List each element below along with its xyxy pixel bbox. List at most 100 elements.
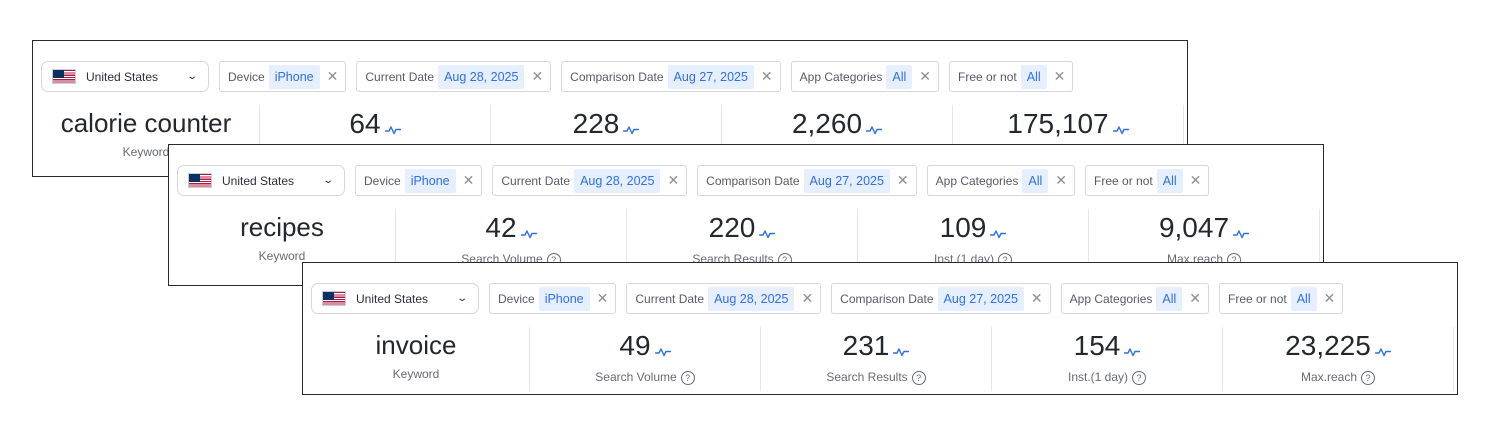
filter-value[interactable]: Aug 28, 2025: [574, 168, 661, 193]
metric-cell: 49 Search Volume?: [530, 327, 761, 391]
filter-value[interactable]: All: [1290, 286, 1317, 311]
filter-chip[interactable]: Device iPhone ✕: [355, 165, 483, 196]
filter-value[interactable]: All: [1022, 168, 1049, 193]
close-icon[interactable]: ✕: [1323, 290, 1336, 306]
metric-cell: 154 Inst.(1 day)?: [992, 327, 1223, 391]
close-icon[interactable]: ✕: [531, 68, 544, 84]
filter-chip[interactable]: Current Date Aug 28, 2025 ✕: [356, 61, 552, 92]
filter-label: App Categories: [935, 173, 1019, 188]
close-icon[interactable]: ✕: [462, 172, 475, 188]
metric-value-row: 42: [396, 212, 626, 246]
filter-chip[interactable]: Free or not All ✕: [1219, 283, 1344, 314]
sparkline-icon[interactable]: [759, 214, 776, 246]
country-select[interactable]: United States ⌄: [41, 61, 209, 92]
sparkline-icon[interactable]: [623, 110, 640, 142]
filter-value[interactable]: All: [1156, 286, 1183, 311]
close-icon[interactable]: ✕: [1053, 68, 1066, 84]
close-icon[interactable]: ✕: [1030, 290, 1043, 306]
filter-chip[interactable]: App Categories All ✕: [926, 165, 1076, 196]
metric-value-row: 175,107: [953, 108, 1183, 142]
sparkline-icon[interactable]: [520, 214, 537, 246]
country-name: United States: [86, 69, 159, 84]
filter-chip[interactable]: App Categories All ✕: [1060, 283, 1210, 314]
country-select[interactable]: United States ⌄: [311, 283, 479, 314]
close-icon[interactable]: ✕: [801, 290, 814, 306]
close-icon[interactable]: ✕: [596, 290, 609, 306]
sparkline-icon[interactable]: [384, 110, 401, 142]
filter-chip[interactable]: Current Date Aug 28, 2025 ✕: [626, 283, 822, 314]
filter-label: Current Date: [365, 69, 435, 84]
metric-label: Max.reach: [1300, 369, 1358, 384]
filter-value[interactable]: iPhone: [538, 286, 590, 311]
filter-label: Current Date: [501, 173, 571, 188]
filter-chip[interactable]: Free or not All ✕: [949, 61, 1074, 92]
close-icon[interactable]: ✕: [919, 68, 932, 84]
filter-chip[interactable]: App Categories All ✕: [790, 61, 940, 92]
filter-label: Free or not: [1228, 291, 1287, 306]
sparkline-icon[interactable]: [1112, 110, 1129, 142]
filter-value[interactable]: Aug 27, 2025: [667, 64, 754, 89]
filter-value[interactable]: Aug 28, 2025: [708, 286, 795, 311]
sparkline-icon[interactable]: [990, 214, 1007, 246]
filter-value[interactable]: All: [1020, 64, 1047, 89]
close-icon[interactable]: ✕: [1189, 172, 1202, 188]
close-icon[interactable]: ✕: [1189, 290, 1202, 306]
keyword-text: calorie counter: [60, 108, 232, 138]
filter-chip[interactable]: Comparison Date Aug 27, 2025 ✕: [831, 283, 1051, 314]
filter-label: Device: [498, 291, 535, 306]
filter-value[interactable]: iPhone: [268, 64, 320, 89]
metric-value: 228: [572, 108, 620, 139]
metric-value: 49: [619, 330, 651, 361]
metric-value-row: 154: [992, 330, 1222, 364]
filter-value[interactable]: All: [1156, 168, 1183, 193]
filter-chip[interactable]: Current Date Aug 28, 2025 ✕: [492, 165, 688, 196]
chevron-down-icon[interactable]: ⌄: [455, 293, 468, 304]
filter-value[interactable]: Aug 27, 2025: [803, 168, 890, 193]
metric-value: 23,225: [1285, 330, 1371, 361]
help-circle-icon[interactable]: ?: [1361, 370, 1376, 385]
metric-value: 154: [1073, 330, 1121, 361]
metric-value: 64: [349, 108, 381, 139]
metric-label-row: Search Volume?: [530, 370, 760, 385]
sparkline-icon[interactable]: [1374, 332, 1392, 364]
filter-chip[interactable]: Comparison Date Aug 27, 2025 ✕: [697, 165, 917, 196]
sparkline-icon[interactable]: [1232, 214, 1250, 246]
filter-value[interactable]: iPhone: [404, 168, 456, 193]
help-circle-icon[interactable]: ?: [911, 370, 926, 385]
metric-label-row: Inst.(1 day)?: [992, 370, 1222, 385]
help-circle-icon[interactable]: ?: [680, 370, 695, 385]
close-icon[interactable]: ✕: [760, 68, 773, 84]
filter-value[interactable]: All: [886, 64, 913, 89]
filter-label: App Categories: [799, 69, 883, 84]
sparkline-icon[interactable]: [1124, 332, 1141, 364]
filter-chip[interactable]: Device iPhone ✕: [219, 61, 347, 92]
metric-value-row: 220: [627, 212, 857, 246]
chevron-down-icon[interactable]: ⌄: [185, 71, 198, 82]
metric-value: 220: [708, 212, 756, 243]
filter-chip[interactable]: Comparison Date Aug 27, 2025 ✕: [561, 61, 781, 92]
filter-chip[interactable]: Device iPhone ✕: [489, 283, 617, 314]
sparkline-icon[interactable]: [865, 110, 883, 142]
close-icon[interactable]: ✕: [667, 172, 680, 188]
metric-value: 42: [485, 212, 517, 243]
filter-chip[interactable]: Free or not All ✕: [1085, 165, 1210, 196]
help-circle-icon[interactable]: ?: [1132, 370, 1147, 385]
sparkline-icon[interactable]: [654, 332, 671, 364]
close-icon[interactable]: ✕: [1055, 172, 1068, 188]
metric-value-row: 9,047: [1089, 212, 1319, 246]
close-icon[interactable]: ✕: [896, 172, 909, 188]
country-select[interactable]: United States ⌄: [177, 165, 345, 196]
chevron-down-icon[interactable]: ⌄: [321, 175, 334, 186]
keyword-card: United States ⌄ Device iPhone ✕ Current Date A…: [302, 262, 1458, 395]
filter-label: Comparison Date: [706, 173, 800, 188]
metric-value-row: 228: [491, 108, 721, 142]
filter-value[interactable]: Aug 28, 2025: [438, 64, 525, 89]
filter-value[interactable]: Aug 27, 2025: [937, 286, 1024, 311]
us-flag-icon: [188, 173, 212, 188]
sparkline-icon[interactable]: [893, 332, 910, 364]
metric-value-row: 23,225: [1223, 330, 1453, 364]
metric-value-row: 2,260: [722, 108, 952, 142]
filter-bar: United States ⌄ Device iPhone ✕ Current Date A…: [177, 165, 1210, 196]
metric-value: 109: [939, 212, 987, 243]
close-icon[interactable]: ✕: [326, 68, 339, 84]
